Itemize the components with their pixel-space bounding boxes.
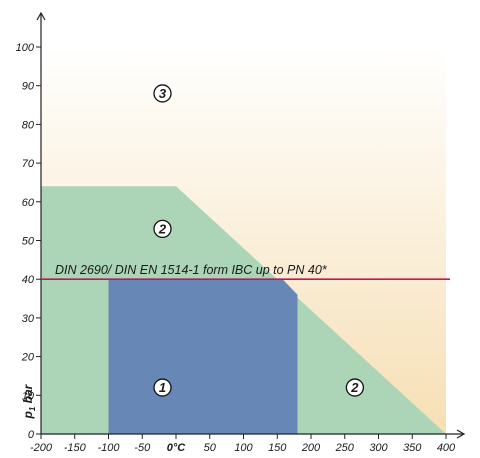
x-tick-label: 150 <box>268 442 287 454</box>
x-tick-label: 100 <box>234 442 253 454</box>
zone-1-badge <box>153 378 172 397</box>
y-tick-label: 60 <box>22 197 35 209</box>
y-tick-label: 70 <box>22 158 35 170</box>
x-axis-arrow-icon <box>456 429 466 439</box>
x-tick-label: 0°C <box>167 442 187 454</box>
y-tick-label: 0 <box>28 429 35 441</box>
zones-layer <box>41 47 446 434</box>
y-tick-label: 30 <box>22 313 35 325</box>
zone-2-badge <box>153 219 172 239</box>
zone-2-label: 2 <box>158 221 167 236</box>
zone-3-badge <box>153 84 172 103</box>
x-tick-label: 300 <box>369 442 388 454</box>
y-tick-label: 50 <box>22 236 35 248</box>
y-tick-label: 80 <box>22 119 35 131</box>
reference-line-layer: DIN 2690/ DIN EN 1514-1 form IBC up to P… <box>41 263 450 281</box>
x-tick-label: 200 <box>301 442 321 454</box>
y-tick-label: 100 <box>16 42 35 54</box>
y-tick-label: 90 <box>22 81 35 93</box>
x-tick-label: -100 <box>97 442 120 454</box>
reference-line-label: DIN 2690/ DIN EN 1514-1 form IBC up to P… <box>55 263 328 277</box>
x-tick-label: 350 <box>403 442 422 454</box>
axes-layer: 0 10 20 30 40 50 60 70 80 90 100 -200 -150 -100 -50 0°C… <box>16 11 466 454</box>
y-axis-label: p1 bar <box>21 383 37 419</box>
zone-labels-layer: 3 2 2 1 <box>153 84 365 397</box>
zone-1-area <box>108 279 298 434</box>
zone-2-badge <box>345 378 365 397</box>
x-tick-label: -50 <box>134 442 151 454</box>
x-tick-label: -150 <box>64 442 87 454</box>
zone-1-label: 1 <box>159 380 166 395</box>
x-tick-label: 400 <box>437 442 456 454</box>
y-axis-arrow-icon <box>36 11 46 21</box>
y-tick-label: 20 <box>21 352 35 364</box>
zone-3-label: 3 <box>159 86 167 101</box>
x-tick-label: 250 <box>335 442 355 454</box>
x-tick-label: -200 <box>30 442 53 454</box>
y-tick-label: 10 <box>22 390 35 402</box>
zone-2-label: 2 <box>350 380 359 395</box>
y-tick-label: 40 <box>22 274 35 286</box>
x-tick-label: 50 <box>204 442 217 454</box>
